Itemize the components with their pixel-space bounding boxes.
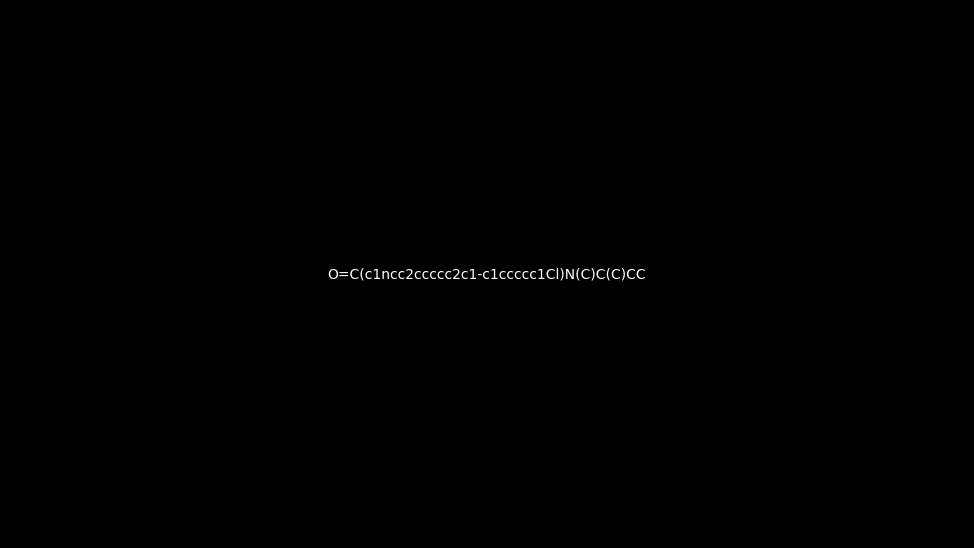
Text: O=C(c1ncc2ccccc2c1-c1ccccc1Cl)N(C)C(C)CC: O=C(c1ncc2ccccc2c1-c1ccccc1Cl)N(C)C(C)CC	[327, 267, 647, 281]
